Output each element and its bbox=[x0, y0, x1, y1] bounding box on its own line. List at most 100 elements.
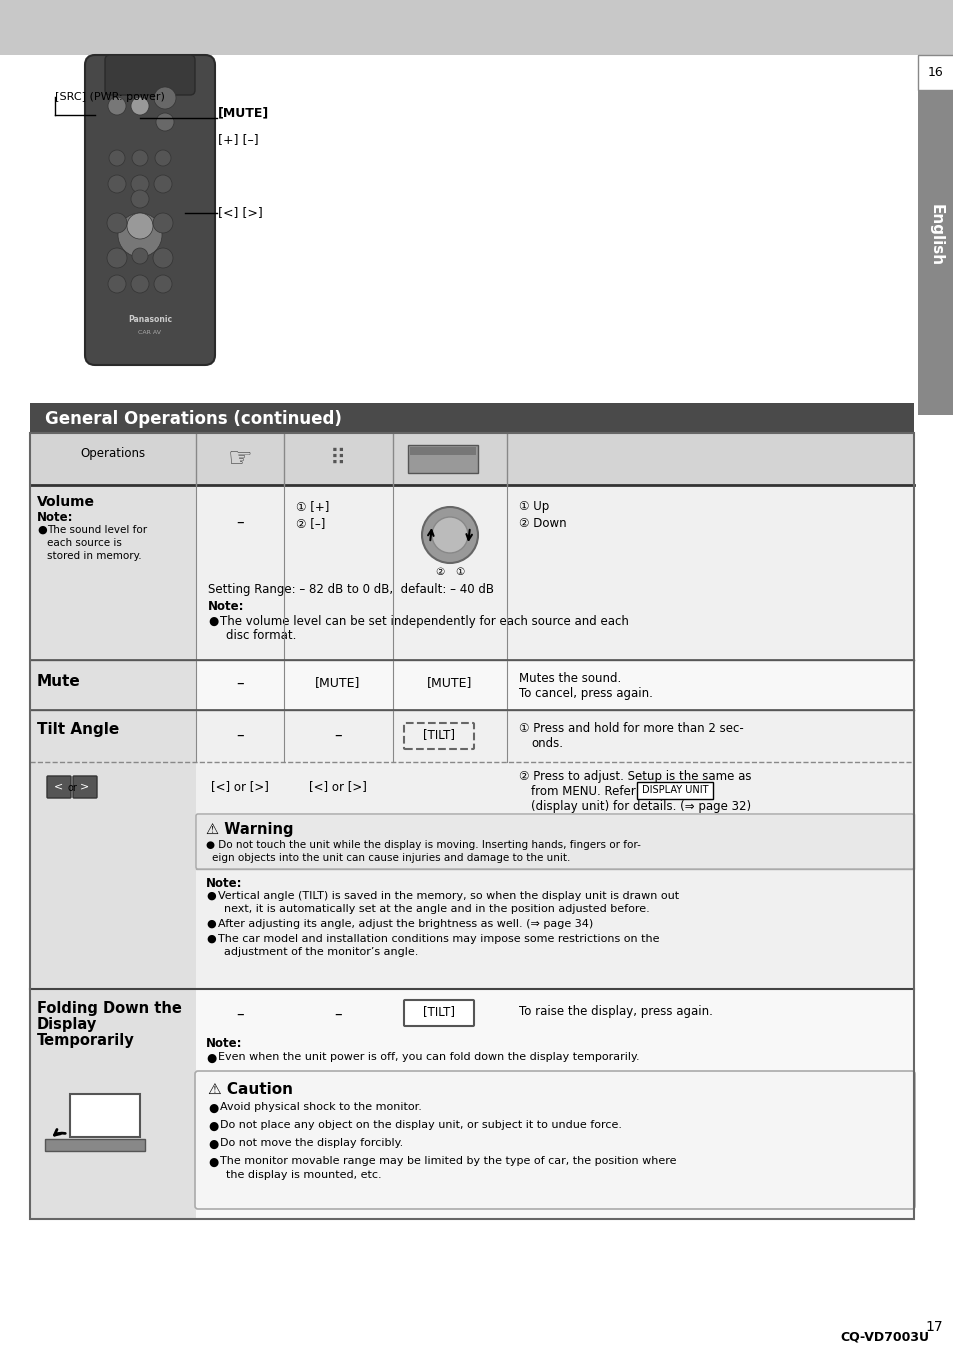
Circle shape bbox=[131, 97, 149, 115]
Text: Operations: Operations bbox=[80, 448, 146, 461]
Text: ⚠ Warning: ⚠ Warning bbox=[206, 822, 294, 837]
Bar bbox=[0, 0, 953, 55]
Text: <: < bbox=[54, 780, 64, 791]
Text: each source is: each source is bbox=[47, 538, 122, 549]
Text: –: – bbox=[236, 728, 244, 743]
Text: CQ-VD7003U: CQ-VD7003U bbox=[840, 1330, 928, 1343]
Text: Vertical angle (TILT) is saved in the memory, so when the display unit is drawn : Vertical angle (TILT) is saved in the me… bbox=[218, 891, 679, 900]
Text: ●: ● bbox=[208, 1103, 218, 1115]
FancyBboxPatch shape bbox=[194, 1072, 914, 1209]
Text: ① [+]: ① [+] bbox=[295, 500, 329, 514]
Text: General Operations (continued): General Operations (continued) bbox=[45, 410, 341, 429]
Text: After adjusting its angle, adjust the brightness as well. (⇒ page 34): After adjusting its angle, adjust the br… bbox=[218, 919, 593, 929]
Bar bbox=[30, 403, 913, 433]
Text: the display is mounted, etc.: the display is mounted, etc. bbox=[226, 1170, 381, 1180]
Text: disc format.: disc format. bbox=[226, 630, 296, 642]
Text: [<] or [>]: [<] or [>] bbox=[309, 780, 367, 793]
Bar bbox=[30, 433, 913, 485]
Text: The car model and installation conditions may impose some restrictions on the: The car model and installation condition… bbox=[218, 934, 659, 944]
Text: Avoid physical shock to the monitor.: Avoid physical shock to the monitor. bbox=[220, 1103, 421, 1112]
Bar bbox=[30, 762, 913, 814]
Circle shape bbox=[132, 248, 148, 264]
Bar bbox=[30, 661, 195, 710]
Bar bbox=[30, 485, 913, 661]
Text: Do not place any object on the display unit, or subject it to undue force.: Do not place any object on the display u… bbox=[220, 1120, 621, 1130]
Text: ●: ● bbox=[37, 524, 47, 535]
Text: ① Press and hold for more than 2 sec-: ① Press and hold for more than 2 sec- bbox=[518, 723, 743, 735]
Circle shape bbox=[153, 275, 172, 293]
Text: ●: ● bbox=[206, 934, 215, 944]
Text: [<] [>]: [<] [>] bbox=[218, 206, 262, 220]
Circle shape bbox=[131, 275, 149, 293]
Text: [<] or [>]: [<] or [>] bbox=[211, 780, 269, 793]
Text: ② [–]: ② [–] bbox=[295, 518, 325, 530]
Circle shape bbox=[152, 213, 172, 233]
Text: Mute: Mute bbox=[37, 674, 81, 689]
Text: [+] [–]: [+] [–] bbox=[218, 133, 258, 147]
Text: [MUTE]: [MUTE] bbox=[218, 106, 269, 120]
Text: adjustment of the monitor’s angle.: adjustment of the monitor’s angle. bbox=[224, 948, 418, 957]
Text: English: English bbox=[927, 204, 943, 266]
Bar bbox=[30, 814, 195, 869]
Circle shape bbox=[108, 175, 126, 193]
Bar bbox=[30, 433, 913, 1219]
Text: ② Down: ② Down bbox=[518, 518, 566, 530]
Text: [TILT]: [TILT] bbox=[422, 1006, 455, 1018]
Text: or: or bbox=[67, 783, 77, 793]
Circle shape bbox=[109, 150, 125, 166]
Text: Folding Down the: Folding Down the bbox=[37, 1002, 182, 1016]
FancyBboxPatch shape bbox=[85, 55, 214, 365]
Text: To cancel, press again.: To cancel, press again. bbox=[518, 687, 652, 700]
Text: ①: ① bbox=[455, 568, 464, 577]
Circle shape bbox=[107, 248, 127, 268]
Text: ●: ● bbox=[206, 919, 215, 929]
Circle shape bbox=[107, 213, 127, 233]
Text: Note:: Note: bbox=[206, 1037, 242, 1050]
Circle shape bbox=[153, 88, 175, 109]
Text: Even when the unit power is off, you can fold down the display temporarily.: Even when the unit power is off, you can… bbox=[218, 1051, 639, 1062]
Text: ② Press to adjust. Setup is the same as: ② Press to adjust. Setup is the same as bbox=[518, 770, 751, 783]
Text: [SRC] (PWR: power): [SRC] (PWR: power) bbox=[55, 92, 165, 102]
Text: Setting Range: – 82 dB to 0 dB,  default: – 40 dB: Setting Range: – 82 dB to 0 dB, default:… bbox=[208, 582, 494, 596]
FancyBboxPatch shape bbox=[105, 55, 194, 94]
Circle shape bbox=[152, 248, 172, 268]
Text: Display: Display bbox=[37, 1016, 97, 1033]
Text: ●: ● bbox=[208, 615, 218, 628]
Text: ②: ② bbox=[435, 568, 444, 577]
Text: The monitor movable range may be limited by the type of car, the position where: The monitor movable range may be limited… bbox=[220, 1157, 676, 1166]
Circle shape bbox=[421, 507, 477, 563]
Text: –: – bbox=[236, 1007, 244, 1022]
Circle shape bbox=[156, 113, 173, 131]
Bar bbox=[30, 710, 195, 762]
Text: ● Do not touch the unit while the display is moving. Inserting hands, fingers or: ● Do not touch the unit while the displa… bbox=[206, 840, 640, 851]
Text: [MUTE]: [MUTE] bbox=[427, 675, 472, 689]
Polygon shape bbox=[70, 1095, 140, 1136]
Text: ●: ● bbox=[208, 1120, 218, 1134]
Bar bbox=[195, 814, 913, 869]
FancyBboxPatch shape bbox=[403, 723, 474, 749]
Text: Note:: Note: bbox=[208, 600, 244, 613]
Text: ●: ● bbox=[208, 1138, 218, 1151]
Text: 17: 17 bbox=[924, 1320, 942, 1335]
Text: ☞: ☞ bbox=[228, 445, 253, 473]
Circle shape bbox=[118, 213, 162, 257]
Bar bbox=[30, 485, 195, 661]
Text: Temporarily: Temporarily bbox=[37, 1033, 134, 1047]
Bar bbox=[30, 710, 913, 762]
Text: –: – bbox=[334, 728, 341, 743]
Bar bbox=[30, 989, 195, 1219]
Text: To raise the display, press again.: To raise the display, press again. bbox=[518, 1006, 712, 1018]
Text: CAR AV: CAR AV bbox=[138, 329, 161, 334]
FancyBboxPatch shape bbox=[403, 1000, 474, 1026]
Text: 16: 16 bbox=[927, 66, 943, 78]
Circle shape bbox=[131, 190, 149, 208]
Circle shape bbox=[108, 97, 126, 115]
Bar bbox=[410, 448, 476, 456]
Text: ●: ● bbox=[208, 1157, 218, 1169]
Text: DISPLAY UNIT: DISPLAY UNIT bbox=[641, 785, 707, 795]
Circle shape bbox=[108, 275, 126, 293]
Text: ●: ● bbox=[206, 1051, 216, 1065]
Text: –: – bbox=[236, 515, 244, 530]
Circle shape bbox=[154, 150, 171, 166]
FancyBboxPatch shape bbox=[73, 776, 97, 798]
